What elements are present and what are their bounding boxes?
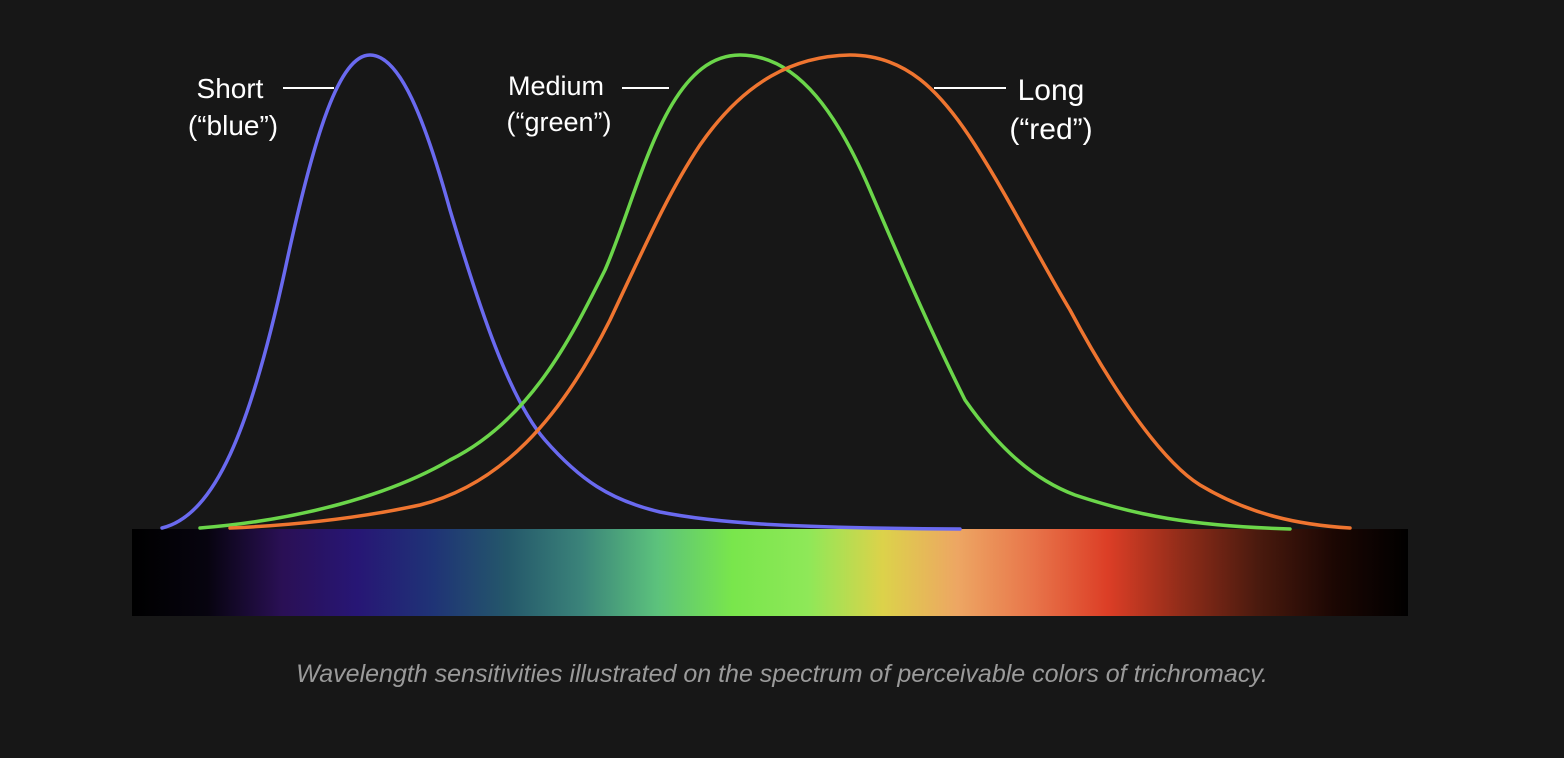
medium-cone-curve (198, 53, 1292, 531)
short-label-color: (“blue”) (188, 110, 278, 141)
visible-spectrum-bar (132, 529, 1408, 616)
long-label-name: Long (1018, 74, 1085, 107)
long-cone-curve (228, 53, 1352, 530)
medium-label-color: (“green”) (506, 107, 611, 137)
figure-caption: Wavelength sensitivities illustrated on … (296, 660, 1268, 688)
long-label-color: (“red”) (1009, 113, 1092, 146)
short-label-name: Short (197, 73, 264, 104)
medium-label-name: Medium (508, 71, 604, 101)
short-cone-curve (160, 53, 962, 531)
